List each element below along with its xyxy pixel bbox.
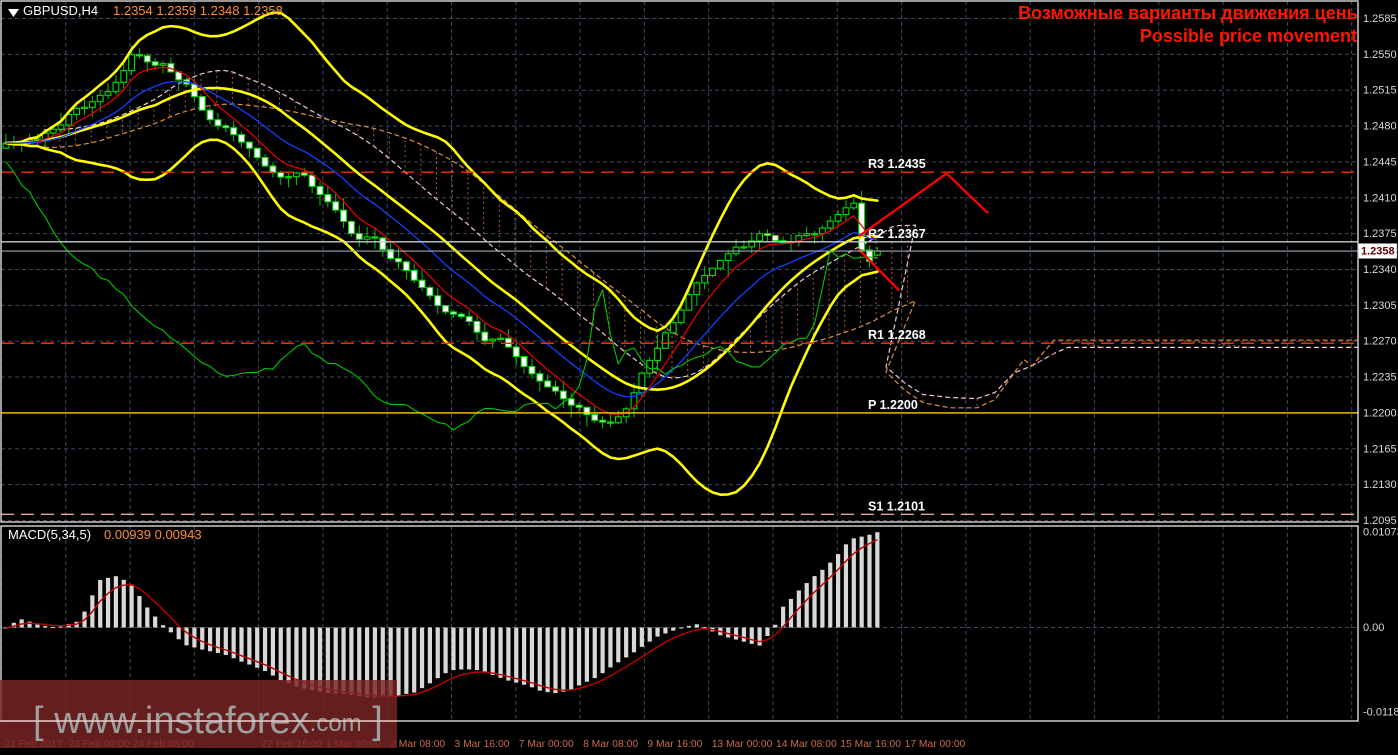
svg-text:1.2200: 1.2200 [1363,407,1397,419]
svg-text:1.2445: 1.2445 [1363,156,1397,168]
svg-text:1.2305: 1.2305 [1363,300,1397,312]
svg-text:1.2515: 1.2515 [1363,85,1397,97]
svg-text:GBPUSD,H4: GBPUSD,H4 [23,3,98,18]
svg-text:Возможные варианты движения це: Возможные варианты движения цены [1018,3,1362,23]
svg-text:1.2358: 1.2358 [1361,246,1395,258]
svg-text:1.2410: 1.2410 [1363,192,1397,204]
svg-text:Possible price movement: Possible price movement [1140,26,1357,46]
svg-text:17 Mar 00:00: 17 Mar 00:00 [905,739,966,750]
svg-text:R1 1.2268: R1 1.2268 [868,328,926,342]
svg-text:1.2375: 1.2375 [1363,228,1397,240]
svg-text:1.2550: 1.2550 [1363,49,1397,61]
svg-text:1.2340: 1.2340 [1363,264,1397,276]
svg-text:0.01073: 0.01073 [1363,527,1398,539]
svg-text:1.2130: 1.2130 [1363,479,1397,491]
svg-text:R2 1.2367: R2 1.2367 [868,227,926,241]
svg-text:7 Mar 00:00: 7 Mar 00:00 [519,739,574,750]
svg-text:MACD(5,34,5): MACD(5,34,5) [8,527,91,542]
svg-text:1.2480: 1.2480 [1363,121,1397,133]
svg-text:8 Mar 08:00: 8 Mar 08:00 [583,739,638,750]
svg-text:1.2235: 1.2235 [1363,372,1397,384]
svg-text:R3 1.2435: R3 1.2435 [868,157,926,171]
svg-text:1.2270: 1.2270 [1363,336,1397,348]
svg-text:1.2165: 1.2165 [1363,443,1397,455]
svg-text:1.2354 1.2359 1.2348 1.2358: 1.2354 1.2359 1.2348 1.2358 [113,3,283,18]
svg-text:0.00: 0.00 [1363,622,1384,634]
svg-text:13 Mar 00:00: 13 Mar 00:00 [712,739,773,750]
svg-text:3 Mar 16:00: 3 Mar 16:00 [455,739,510,750]
svg-text:S1 1.2101: S1 1.2101 [868,499,925,513]
svg-text:-0.0118: -0.0118 [1363,707,1398,719]
svg-text:14 Mar 08:00: 14 Mar 08:00 [776,739,837,750]
svg-text:P 1.2200: P 1.2200 [868,398,918,412]
svg-text:1.2095: 1.2095 [1363,515,1397,527]
svg-text:2 Mar 08:00: 2 Mar 08:00 [390,739,445,750]
svg-text:0.00939 0.00943: 0.00939 0.00943 [104,527,202,542]
svg-text:1.2585: 1.2585 [1363,13,1397,25]
svg-text:9 Mar 16:00: 9 Mar 16:00 [647,739,702,750]
svg-text:15 Mar 16:00: 15 Mar 16:00 [840,739,901,750]
